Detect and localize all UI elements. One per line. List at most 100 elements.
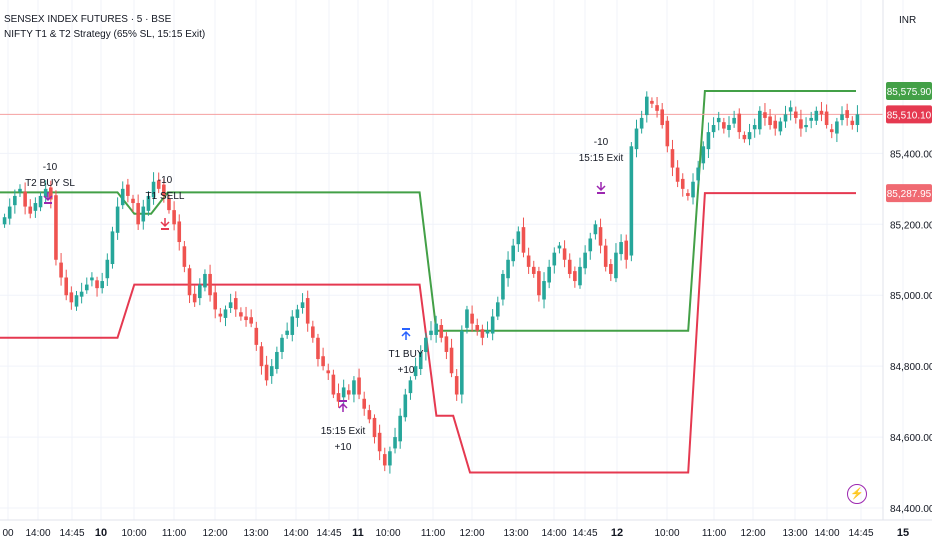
candle-body [465, 309, 469, 328]
candle-body [598, 227, 603, 246]
candle-body [367, 410, 372, 420]
candle-body [752, 125, 757, 130]
candle-body [609, 264, 613, 274]
trade-annotations: -10 T2 BUY SL -10 T1 SELL 15:15 Exit +10 T1 BU… [25, 137, 623, 453]
candle-body [336, 393, 341, 402]
price-tag-label: 85,287.95 [887, 189, 932, 200]
x-tick-label: 11:00 [162, 528, 187, 539]
candle-body [547, 266, 551, 283]
candle-body [758, 110, 762, 130]
arrow-up-icon [401, 330, 411, 340]
candle-body [177, 221, 182, 243]
candle-body [470, 313, 474, 324]
candle-body [156, 180, 161, 189]
arrow-down-icon [596, 182, 606, 192]
price-tag-label: 85,575.90 [887, 87, 932, 98]
x-tick-label: 14:45 [572, 528, 597, 539]
candle-body [69, 292, 74, 303]
candle-body [773, 120, 778, 129]
candle-body [377, 432, 382, 452]
candle-body [526, 255, 531, 267]
lightning-icon[interactable]: ⚡ [847, 484, 867, 504]
candle-body [244, 316, 248, 321]
annotation-label: -10 [43, 162, 58, 173]
candle-body [388, 451, 392, 466]
candle-body [845, 110, 849, 118]
x-tick-label: 14:00 [541, 528, 566, 539]
price-tag [886, 184, 932, 203]
candle-body [393, 437, 397, 449]
x-tick-label: 14:00 [25, 528, 50, 539]
candle-body [413, 366, 418, 377]
band-line [0, 192, 856, 474]
price-axis[interactable]: 85,400.00 85,200.00 85,000.00 84,800.00 84,6… [890, 149, 932, 515]
candle-body [788, 107, 793, 112]
x-tick-label: 12:00 [740, 528, 765, 539]
candle-body [275, 351, 279, 369]
candle-body [655, 105, 659, 111]
candle-body [120, 188, 125, 206]
candle-body [578, 266, 582, 286]
x-tick-label: 11:00 [702, 528, 727, 539]
candle-body [290, 316, 295, 335]
candle-body [146, 195, 151, 211]
candle-body [38, 195, 43, 208]
annotation-label: T1 BUY [388, 349, 423, 360]
candle-body [490, 316, 495, 334]
x-tick-label: 12:00 [202, 528, 227, 539]
candle-body [850, 120, 855, 126]
candle-body [439, 325, 444, 338]
candle-body [316, 337, 320, 360]
candle-body [249, 317, 253, 324]
symbol-title[interactable]: SENSEX INDEX FUTURES · 5 · BSE [4, 14, 172, 25]
candlesticks [2, 91, 860, 474]
strategy-legend[interactable]: NIFTY T1 & T2 Strategy (65% SL, 15:15 Ex… [4, 29, 206, 40]
candle-body [588, 238, 593, 252]
x-tick-label: 12 [611, 527, 623, 539]
candle-body [639, 117, 644, 129]
candle-body [23, 191, 27, 207]
candle-body [804, 125, 808, 128]
candle-body [100, 281, 104, 289]
candle-body [506, 259, 510, 279]
candle-body [326, 370, 331, 374]
time-axis[interactable]: 00 14:00 14:45 10 10:00 11:00 12:00 13:00 14:00 1… [2, 527, 909, 539]
candle-body [49, 187, 53, 200]
candle-body [28, 206, 33, 214]
candle-body [403, 394, 408, 418]
x-tick-label: 14:45 [316, 528, 341, 539]
candle-body [521, 227, 526, 253]
candle-body [680, 178, 685, 189]
grid-lines [0, 0, 904, 520]
arrow-down-icon [43, 192, 53, 202]
candle-body [429, 330, 433, 335]
price-tag-label: 85,510.10 [887, 110, 932, 121]
candle-body [136, 203, 140, 225]
candle-body [768, 116, 772, 126]
candle-body [567, 259, 572, 274]
candle-body [650, 100, 654, 104]
candle-body [362, 398, 367, 409]
x-tick-label: 00 [2, 528, 14, 539]
candle-body [300, 302, 305, 308]
candle-body [747, 132, 752, 140]
candle-body [460, 330, 464, 395]
annotation-label: T1 SELL [146, 191, 185, 202]
candle-body [552, 252, 557, 266]
candle-body [13, 195, 17, 206]
x-tick-label: 13:00 [782, 528, 807, 539]
candle-body [835, 121, 839, 134]
candle-body [151, 181, 156, 198]
candle-body [2, 217, 7, 225]
x-tick-label: 14:00 [814, 528, 839, 539]
candle-body [105, 259, 110, 279]
candle-body [341, 387, 346, 398]
candle-body [172, 210, 176, 225]
candle-body [665, 120, 670, 147]
candle-body [701, 146, 706, 164]
candle-body [737, 113, 742, 133]
y-tick-label: 84,400.00 [890, 504, 932, 515]
candle-body [233, 298, 238, 310]
candle-body [167, 198, 171, 211]
